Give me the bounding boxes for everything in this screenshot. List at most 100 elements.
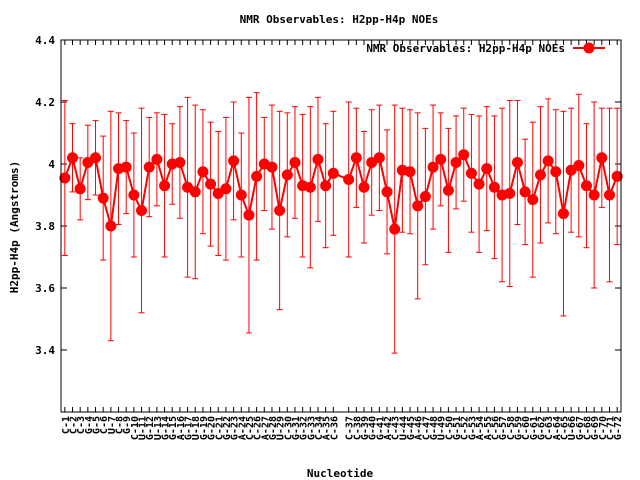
data-point <box>527 194 539 206</box>
x-tick-label: G-19 <box>199 416 210 440</box>
x-tick-label: U-13 <box>153 416 164 440</box>
data-point <box>404 166 416 178</box>
x-tick-label: C-36 <box>329 416 340 440</box>
data-point <box>312 153 324 165</box>
data-point <box>120 161 132 173</box>
data-point <box>105 220 117 232</box>
data-point <box>74 183 86 195</box>
x-tick-label: C-71 <box>605 416 616 440</box>
legend-marker <box>583 42 595 54</box>
x-tick-label: C-2 <box>69 416 80 434</box>
y-axis-label: H2pp-H4p (Angstroms) <box>8 161 21 293</box>
y-axis-ticks: 3.4 3.6 3.8 4 4.2 4.4 <box>35 34 621 357</box>
x-tick-label: U-11 <box>138 416 149 440</box>
data-point <box>542 155 554 167</box>
x-tick-label: A-35 <box>322 416 333 440</box>
x-tick-label: C-47 <box>421 416 432 440</box>
data-point <box>174 156 186 168</box>
data-point <box>611 170 623 182</box>
x-axis-label: Nucleotide <box>307 467 374 480</box>
data-point <box>350 152 362 164</box>
data-point <box>458 149 470 161</box>
x-tick-label: C-65 <box>559 416 570 440</box>
x-tick-label: C-10 <box>130 416 141 440</box>
data-point <box>450 156 462 168</box>
data-point <box>519 186 531 198</box>
x-tick-label: A-16 <box>176 416 187 440</box>
y-tick-label: 4.4 <box>35 34 55 47</box>
x-tick-label: U-29 <box>276 416 287 440</box>
x-tick-label: G-15 <box>168 416 179 440</box>
data-point <box>412 200 424 212</box>
data-point <box>143 161 155 173</box>
data-point <box>343 174 355 185</box>
x-tick-label: G-31 <box>291 416 302 440</box>
data-point <box>205 178 217 190</box>
x-tick-label: G-4 <box>84 416 95 434</box>
x-axis-ticks: C-1C-2C-3G-4G-5C-6U-7C-8G-9C-10U-11G-12U… <box>61 40 624 440</box>
x-tick-label: A-54 <box>475 416 486 440</box>
x-tick-label: G-39 <box>360 416 371 440</box>
legend: NMR Observables: H2pp-H4p NOEs <box>366 42 605 55</box>
x-tick-label: C-60 <box>521 416 532 440</box>
x-tick-label: C-56 <box>490 416 501 440</box>
x-tick-label: A-24 <box>237 416 248 440</box>
chart-title: NMR Observables: H2pp-H4p NOEs <box>240 13 439 26</box>
data-point <box>251 170 263 182</box>
y-tick-label: 3.8 <box>35 220 55 233</box>
data-point <box>67 152 79 164</box>
x-tick-label: G-23 <box>230 416 241 440</box>
x-tick-label: G-40 <box>368 416 379 440</box>
data-point <box>534 169 546 181</box>
data-point <box>243 209 255 221</box>
x-tick-label: C-38 <box>352 416 363 440</box>
x-tick-label: G-14 <box>161 416 172 440</box>
x-tick-label: G-67 <box>575 416 586 440</box>
x-tick-label: C-70 <box>598 416 609 440</box>
data-point <box>419 191 431 203</box>
x-tick-label: G-61 <box>529 416 540 440</box>
legend-label: NMR Observables: H2pp-H4p NOEs <box>366 42 565 55</box>
x-tick-label: A-27 <box>260 416 271 440</box>
error-bars <box>61 92 621 354</box>
x-tick-label: C-3 <box>76 416 87 434</box>
data-point <box>557 208 569 220</box>
x-tick-label: C-30 <box>283 416 294 440</box>
data-series <box>59 149 623 235</box>
x-tick-label: G-51 <box>452 416 463 440</box>
data-point <box>220 183 232 195</box>
data-point <box>197 166 209 178</box>
x-tick-label: C-6 <box>99 416 110 434</box>
data-point <box>427 161 439 173</box>
x-tick-label: U-7 <box>107 416 118 434</box>
x-tick-label: C-34 <box>314 416 325 440</box>
data-point <box>481 163 493 175</box>
data-point <box>504 187 516 199</box>
data-point <box>189 186 201 198</box>
x-tick-label: A-42 <box>383 416 394 440</box>
data-point <box>304 181 316 193</box>
data-point <box>596 152 608 164</box>
data-point <box>228 155 240 167</box>
x-tick-label: G-45 <box>406 416 417 440</box>
data-point <box>550 166 562 178</box>
data-point <box>511 156 523 168</box>
x-tick-label: G-62 <box>536 416 547 440</box>
x-tick-label: A-55 <box>483 416 494 440</box>
data-point <box>235 189 247 201</box>
x-tick-label: C-63 <box>544 416 555 440</box>
x-tick-label: G-5 <box>92 416 103 434</box>
data-point <box>281 169 293 181</box>
x-tick-label: C-21 <box>214 416 225 440</box>
data-point <box>97 192 109 204</box>
x-tick-label: C-43 <box>391 416 402 440</box>
x-tick-label: A-46 <box>414 416 425 440</box>
x-tick-label: G-69 <box>590 416 601 440</box>
data-point <box>435 153 447 165</box>
x-tick-label: C-37 <box>345 416 356 440</box>
x-tick-label: U-49 <box>437 416 448 440</box>
data-point <box>473 178 485 190</box>
data-point <box>580 180 592 192</box>
x-tick-label: G-48 <box>429 416 440 440</box>
